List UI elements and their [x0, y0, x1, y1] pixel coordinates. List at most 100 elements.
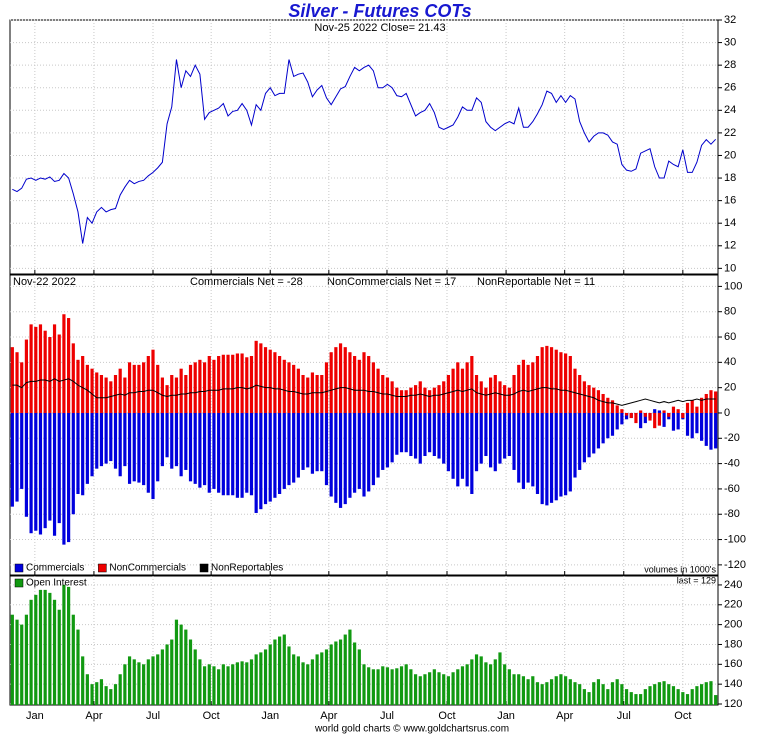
bar [226, 666, 230, 705]
y-tick-label: 180 [724, 638, 742, 650]
bar [235, 662, 239, 705]
bar [202, 362, 207, 413]
bar [606, 412, 610, 439]
bar [90, 684, 94, 705]
bar [99, 375, 104, 413]
bar [503, 385, 507, 413]
bar [545, 682, 549, 705]
bar [90, 412, 94, 477]
bar [549, 679, 554, 705]
bar [343, 412, 347, 505]
legend-label: Open Interest [26, 578, 87, 589]
bar [165, 412, 169, 458]
bar [390, 412, 394, 463]
bar [587, 412, 591, 458]
bar [512, 412, 516, 470]
bar [334, 641, 338, 705]
bar [367, 667, 371, 705]
bar [498, 412, 502, 464]
bar [193, 649, 197, 705]
bar [615, 679, 619, 705]
bar [568, 679, 572, 705]
x-tick-label: Jan [26, 710, 44, 722]
bar [334, 347, 338, 413]
bar [118, 412, 122, 477]
bar [704, 393, 708, 413]
bar [503, 412, 507, 459]
bar [531, 676, 535, 705]
bar [282, 412, 286, 489]
y-tick-label: -80 [724, 508, 740, 520]
subtitle: Nov-25 2022 Close= 21.43 [314, 22, 445, 34]
bar [554, 349, 558, 413]
bar [690, 689, 694, 705]
bar [198, 412, 202, 488]
bar [451, 672, 455, 705]
bar [188, 412, 193, 482]
bar [310, 659, 315, 705]
bar [226, 354, 230, 413]
bar [681, 692, 685, 705]
bar [198, 659, 202, 705]
bar [146, 412, 150, 493]
bar [29, 412, 33, 534]
bar [273, 412, 277, 498]
bar [395, 387, 399, 413]
bar [95, 412, 99, 469]
x-tick-label: Jan [497, 710, 515, 722]
bar [685, 694, 690, 705]
bar [160, 412, 164, 467]
bar [615, 412, 619, 430]
bar [376, 412, 380, 478]
bar [146, 659, 150, 705]
bar [699, 397, 704, 413]
x-tick-label: Jul [146, 710, 160, 722]
bar [442, 381, 446, 413]
bar [99, 679, 104, 705]
bar [362, 352, 366, 413]
bar [446, 676, 450, 705]
bar [695, 412, 699, 434]
x-tick-label: Apr [85, 710, 102, 722]
bar [639, 694, 643, 705]
bar [343, 347, 347, 413]
y-tick-label: 14 [724, 217, 736, 229]
bar [226, 412, 230, 496]
bar [217, 669, 221, 705]
bar [249, 412, 254, 496]
legend-swatch [14, 563, 24, 573]
bar [610, 682, 615, 705]
bar [151, 412, 155, 500]
bar [10, 614, 14, 705]
bar [479, 656, 483, 705]
bar [273, 352, 277, 413]
bar [493, 375, 497, 413]
bar [221, 664, 225, 705]
bar [662, 681, 666, 705]
bar [99, 412, 104, 467]
y-tick-label: 10 [724, 262, 736, 274]
bar [404, 390, 408, 413]
y-tick-label: 240 [724, 579, 742, 591]
x-tick-label: Apr [320, 710, 337, 722]
y-tick-label: 40 [724, 356, 736, 368]
bar [273, 639, 277, 705]
bar [329, 352, 333, 413]
bar [109, 381, 113, 413]
bar [334, 412, 338, 503]
bar [610, 400, 615, 413]
x-tick-label: Jan [261, 710, 279, 722]
bar [76, 359, 80, 413]
bar [67, 318, 71, 413]
bar [324, 412, 329, 486]
bar [535, 356, 540, 413]
bar [428, 390, 432, 413]
bar [287, 362, 291, 413]
bar [109, 412, 113, 462]
bar [142, 412, 146, 486]
bar [620, 409, 624, 413]
bar [146, 356, 150, 413]
bar [601, 393, 605, 413]
bar [432, 669, 436, 705]
